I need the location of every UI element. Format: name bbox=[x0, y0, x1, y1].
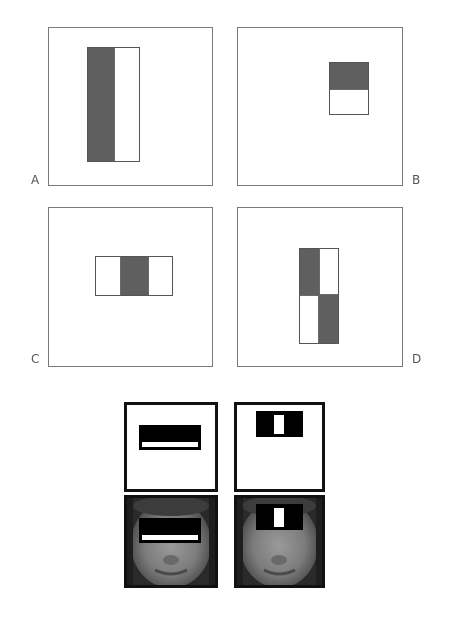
feature-outline bbox=[299, 248, 339, 344]
line-feature-on-face bbox=[234, 495, 325, 588]
feature-outline bbox=[329, 62, 369, 115]
dark-band bbox=[139, 518, 201, 534]
light-stripe bbox=[274, 508, 284, 527]
dark-region bbox=[329, 62, 369, 89]
dark-band bbox=[139, 425, 201, 441]
feature-outline bbox=[95, 256, 173, 296]
dark-region-center bbox=[121, 256, 148, 296]
panel-label-c: C bbox=[31, 352, 40, 366]
dark-region bbox=[87, 47, 114, 162]
feature-panel-a bbox=[48, 27, 213, 186]
panel-label-b: B bbox=[412, 173, 421, 187]
dark-region-top-left bbox=[299, 248, 319, 295]
panel-label-d: D bbox=[412, 352, 422, 366]
panel-label-a: A bbox=[31, 173, 40, 187]
edge-feature-template-icon bbox=[124, 402, 218, 492]
light-stripe bbox=[274, 415, 284, 434]
light-band bbox=[142, 442, 198, 447]
dark-region-bottom-right bbox=[319, 295, 339, 344]
light-band bbox=[142, 535, 198, 540]
feature-panel-b bbox=[237, 27, 403, 186]
feature-panel-d bbox=[237, 207, 403, 367]
light-region bbox=[114, 47, 140, 162]
light-region-left bbox=[95, 256, 121, 296]
edge-feature-on-face bbox=[124, 495, 218, 588]
feature-outline bbox=[87, 47, 140, 162]
line-feature-template-icon bbox=[234, 402, 325, 492]
feature-panel-c bbox=[48, 207, 213, 367]
